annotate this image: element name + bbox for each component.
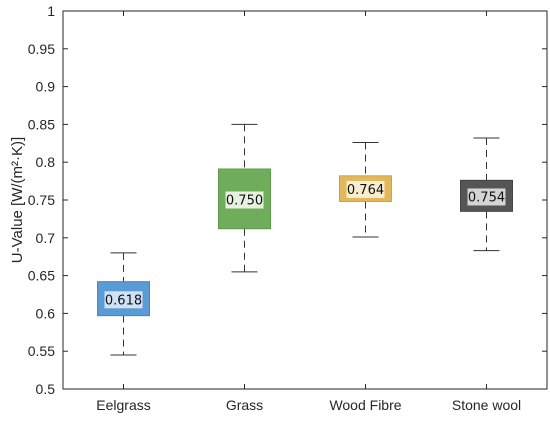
median-label-bg xyxy=(104,291,143,309)
y-tick-label: 0.95 xyxy=(28,41,55,57)
y-tick-label: 0.65 xyxy=(28,268,55,284)
median-label: 0.764 xyxy=(347,183,384,198)
x-tick-label: Stone wool xyxy=(452,397,521,413)
box-grass: 0.750 xyxy=(218,123,271,273)
x-tick-label: Eelgrass xyxy=(96,397,150,413)
x-tick-label: Wood Fibre xyxy=(329,397,401,413)
y-axis-label: U-Value [W/(m²·K)] xyxy=(9,137,26,263)
median-label: 0.618 xyxy=(105,293,142,308)
y-tick-label: 0.55 xyxy=(28,343,55,359)
box-wood-fibre: 0.764 xyxy=(339,142,392,238)
box-stone-wool: 0.754 xyxy=(460,137,513,252)
y-tick-label: 0.9 xyxy=(36,79,56,95)
y-tick-label: 0.75 xyxy=(28,192,55,208)
y-tick-label: 0.5 xyxy=(36,381,56,397)
median-label-bg xyxy=(346,180,385,198)
y-tick-label: 0.7 xyxy=(36,230,56,246)
median-label: 0.754 xyxy=(468,190,505,205)
median-label: 0.750 xyxy=(226,194,263,209)
x-tick-label: Grass xyxy=(226,397,263,413)
boxes: 0.618 0.750 0.764 0.754 xyxy=(97,123,513,356)
y-tick-label: 1 xyxy=(47,3,55,19)
axes xyxy=(62,10,548,390)
box-eelgrass: 0.618 xyxy=(97,252,150,356)
median-label-bg xyxy=(225,191,264,209)
y-tick-label: 0.85 xyxy=(28,116,55,132)
y-tick-label: 0.8 xyxy=(36,154,56,170)
median-label-bg xyxy=(467,188,506,206)
y-tick-label: 0.6 xyxy=(36,305,56,321)
axis-labels: 0.5 0.55 0.6 0.65 0.7 0.75 0.8 0.85 0.9 0.95 1 Eelg… xyxy=(9,3,521,413)
